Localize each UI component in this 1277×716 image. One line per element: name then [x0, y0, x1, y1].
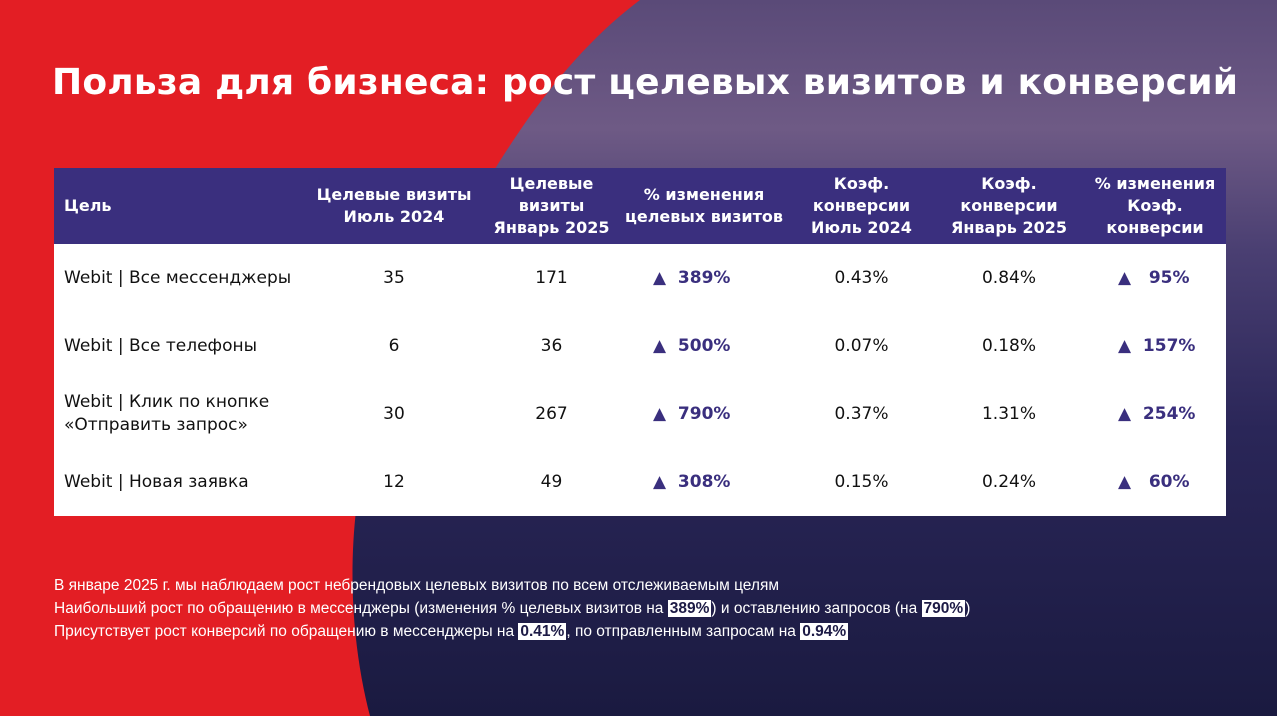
- table-cell: 0.18%: [981, 335, 1036, 356]
- table-cell: 36: [540, 335, 563, 356]
- highlight: 0.94%: [800, 623, 849, 640]
- highlight: 790%: [921, 600, 966, 617]
- table-cell: ▲ 60%: [1118, 471, 1190, 492]
- notes: В январе 2025 г. мы наблюдаем рост небре…: [54, 574, 970, 643]
- column-header: % изменения целевых визитов: [619, 168, 789, 244]
- table-cell: Webit | Все телефоны: [64, 335, 258, 356]
- table-cell: ▲ 157%: [1118, 335, 1196, 356]
- table-cell: 49: [540, 471, 563, 492]
- table-cell: ▲ 254%: [1118, 403, 1196, 424]
- highlight: 389%: [667, 600, 712, 617]
- table-row: Webit | Клик по кнопке «Отправить запрос…: [54, 380, 1226, 448]
- table-cell: 12: [383, 471, 405, 492]
- text: Наибольший рост по обращению в мессендже…: [54, 600, 668, 617]
- table-row: Webit | Новая заявка 12 49 ▲ 308% 0.15% 0.24%…: [54, 448, 1226, 516]
- text: ) и оставлению запросов (на: [711, 600, 922, 617]
- table-cell: 0.84%: [981, 267, 1036, 288]
- text: Присутствует рост конверсий по обращению…: [54, 623, 519, 640]
- table-cell: 6: [388, 335, 400, 356]
- table-cell: 267: [535, 403, 568, 424]
- table-cell: 0.24%: [981, 471, 1036, 492]
- goals-table: Цель Целевые визиты Июль 2024 Целевые визи…: [54, 168, 1226, 516]
- text: , по отправленным запросам на: [566, 623, 801, 640]
- table-cell: 0.37%: [834, 403, 889, 424]
- table-cell: ▲ 500%: [653, 335, 731, 356]
- column-header: % изменения Коэф. конверсии: [1084, 168, 1226, 244]
- note-3: Присутствует рост конверсий по обращению…: [54, 620, 970, 643]
- page-title: Польза для бизнеса: рост целевых визитов…: [52, 62, 1239, 103]
- table-cell: 0.43%: [834, 267, 889, 288]
- column-header: Целевые визиты Июль 2024: [304, 168, 484, 244]
- table-cell: ▲ 95%: [1118, 267, 1190, 288]
- table-cell: 0.07%: [834, 335, 889, 356]
- column-header: Коэф. конверсии Январь 2025: [934, 168, 1084, 244]
- text: ): [965, 600, 971, 617]
- table-cell: 30: [383, 403, 405, 424]
- table-cell: 35: [383, 267, 405, 288]
- highlight: 0.41%: [518, 623, 567, 640]
- column-header: Целевые визиты Январь 2025: [484, 168, 619, 244]
- column-header: Коэф. конверсии Июль 2024: [789, 168, 934, 244]
- note-2: Наибольший рост по обращению в мессендже…: [54, 597, 970, 620]
- table-cell: Webit | Клик по кнопке «Отправить запрос…: [64, 392, 270, 435]
- column-header: Цель: [54, 168, 304, 244]
- table-row: Webit | Все мессенджеры 35 171 ▲ 389% 0.43% 0…: [54, 244, 1226, 312]
- table-cell: 0.15%: [834, 471, 889, 492]
- table-cell: Webit | Все мессенджеры: [64, 267, 292, 288]
- table-cell: ▲ 790%: [653, 403, 731, 424]
- table-cell: 1.31%: [981, 403, 1036, 424]
- table-cell: Webit | Новая заявка: [64, 471, 249, 492]
- table-cell: ▲ 308%: [653, 471, 731, 492]
- table-row: Webit | Все телефоны 6 36 ▲ 500% 0.07% 0.18% ▲…: [54, 312, 1226, 380]
- table-cell: ▲ 389%: [653, 267, 731, 288]
- table-cell: 171: [535, 267, 568, 288]
- note-1: В январе 2025 г. мы наблюдаем рост небре…: [54, 577, 780, 594]
